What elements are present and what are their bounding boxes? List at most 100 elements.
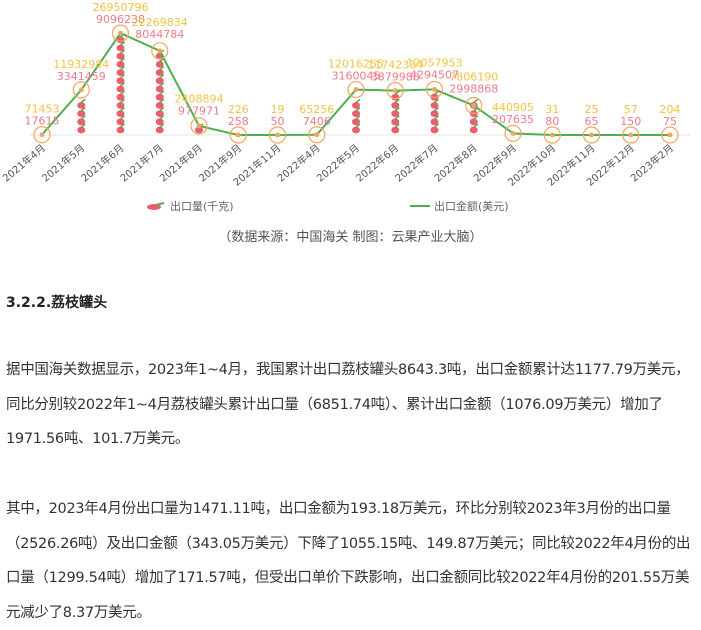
lychee-bar-icon bbox=[77, 102, 86, 109]
lychee-leaf bbox=[120, 115, 125, 120]
lychee-leaf bbox=[120, 57, 125, 62]
value-dot bbox=[78, 87, 84, 93]
volume-data-label: 17615 bbox=[25, 115, 60, 128]
x-tick-label: 2022年6月 bbox=[353, 141, 401, 184]
lychee-bar-icon bbox=[155, 93, 164, 101]
value-dot bbox=[157, 48, 163, 54]
value-dot bbox=[235, 132, 241, 138]
value-marker bbox=[582, 126, 601, 144]
value-dot bbox=[39, 132, 45, 138]
lychee-leaf bbox=[355, 107, 361, 112]
lychee-bar-icon bbox=[391, 102, 400, 109]
lychee-leaf bbox=[434, 98, 439, 103]
lychee-leaf bbox=[120, 107, 125, 112]
lychee-leaf bbox=[159, 98, 165, 103]
paragraph-2: 其中，2023年4月份出口量为1471.11吨，出口金额为193.18万美元，环… bbox=[6, 501, 691, 621]
value-marker bbox=[661, 126, 679, 144]
x-tick-label: 2023年2月 bbox=[628, 141, 676, 184]
x-tick-label: 2022年4月 bbox=[275, 141, 323, 184]
value-data-label: 22269834 bbox=[132, 16, 188, 29]
volume-data-label: 50 bbox=[271, 115, 285, 128]
x-tick-label: 2021年6月 bbox=[78, 141, 126, 184]
value-dot bbox=[510, 130, 516, 136]
value-marker bbox=[347, 80, 365, 99]
volume-data-label: 150 bbox=[620, 115, 641, 128]
lychee-bar-icon bbox=[155, 85, 164, 93]
value-marker bbox=[386, 82, 404, 100]
lychee-bar-icon bbox=[430, 118, 439, 126]
lychee-bar-icon bbox=[116, 110, 125, 117]
value-data-label: 226 bbox=[228, 103, 249, 116]
lychee-bar-icon bbox=[155, 69, 164, 76]
lychee-bar-icon bbox=[195, 126, 203, 134]
lychee-bar-icon bbox=[391, 118, 400, 126]
volume-data-label: 80 bbox=[545, 115, 559, 128]
value-marker bbox=[308, 126, 326, 144]
lychee-bar-icon bbox=[430, 110, 439, 117]
lychee-leaf bbox=[159, 82, 165, 87]
section-heading: 3.2.2.荔枝罐头 bbox=[6, 295, 108, 311]
legend-volume[interactable]: 出口量(千克) bbox=[146, 198, 234, 214]
volume-data-label: 258 bbox=[228, 115, 249, 128]
value-data-label: 12057953 bbox=[407, 57, 463, 70]
lychee-bar-icon bbox=[155, 77, 164, 85]
lychee-bar-icon bbox=[391, 126, 400, 134]
value-data-label: 7806190 bbox=[449, 71, 498, 84]
value-dot bbox=[314, 132, 320, 138]
lychee-bar-icon bbox=[116, 44, 125, 52]
legend-value[interactable]: 出口金额(美元) bbox=[410, 198, 509, 214]
value-marker bbox=[151, 42, 169, 60]
paragraph-1: 据中国海关数据显示，2023年1~4月，我国累计出口荔枝罐头8643.3吨，出口… bbox=[6, 362, 690, 447]
lychee-bar-icon bbox=[352, 102, 360, 109]
value-dot bbox=[667, 132, 673, 138]
value-dot bbox=[628, 132, 634, 138]
volume-data-label: 4294507 bbox=[410, 69, 459, 82]
lychee-leaf bbox=[355, 98, 361, 103]
lychee-bar-icon bbox=[116, 69, 125, 76]
lychee-bar-icon bbox=[469, 126, 478, 134]
lychee-leaf bbox=[80, 98, 86, 103]
value-dot bbox=[392, 88, 398, 94]
lychee-leaf bbox=[159, 107, 165, 112]
lychee-bar-icon bbox=[77, 126, 86, 134]
volume-data-label: 65 bbox=[585, 115, 599, 128]
lychee-bar-icon bbox=[352, 118, 360, 126]
value-data-label: 2408894 bbox=[175, 92, 224, 105]
lychee-bar-icon bbox=[430, 126, 439, 134]
legend-value-label: 出口金额(美元) bbox=[434, 200, 509, 213]
value-marker bbox=[229, 126, 247, 144]
value-marker bbox=[33, 126, 51, 144]
value-dot bbox=[196, 123, 202, 129]
lychee-leaf bbox=[394, 115, 400, 120]
lychee-bar-icon bbox=[391, 93, 400, 101]
value-data-label: 25 bbox=[585, 103, 599, 116]
volume-data-label: 9096238 bbox=[96, 13, 145, 26]
lychee-leaf bbox=[120, 66, 125, 71]
lychee-leaf bbox=[80, 123, 86, 128]
lychee-leaf bbox=[434, 123, 439, 128]
lychee-bar-icon bbox=[116, 118, 125, 126]
lychee-bar-icon bbox=[77, 110, 86, 117]
lychee-bar-icon bbox=[155, 118, 164, 126]
value-marker bbox=[465, 96, 483, 115]
value-marker bbox=[622, 126, 640, 144]
lychee-leaf bbox=[159, 90, 165, 95]
volume-data-label: 7406 bbox=[303, 115, 331, 128]
lychee-leaf bbox=[394, 107, 400, 112]
lychee-icon bbox=[147, 202, 165, 210]
lychee-bar-icon bbox=[391, 110, 400, 117]
volume-data-label: 8044784 bbox=[135, 28, 184, 41]
lychee-bar-icon bbox=[116, 77, 125, 85]
lychee-leaf bbox=[159, 123, 165, 128]
lychee-leaf bbox=[80, 107, 86, 112]
legend-volume-label: 出口量(千克) bbox=[170, 200, 234, 213]
lychee-bar-icon bbox=[116, 36, 125, 44]
value-dot bbox=[589, 132, 594, 138]
lychee-bar-icon bbox=[116, 93, 125, 101]
lychee-leaf bbox=[434, 107, 439, 112]
lychee-bar-icon bbox=[116, 52, 125, 60]
lychee-leaf bbox=[120, 98, 125, 103]
lychee-leaf bbox=[473, 115, 479, 120]
export-chart: 2021年4月2021年5月2021年6月2021年7月2021年8月2021年… bbox=[0, 1, 690, 189]
lychee-bar-icon bbox=[116, 126, 125, 134]
